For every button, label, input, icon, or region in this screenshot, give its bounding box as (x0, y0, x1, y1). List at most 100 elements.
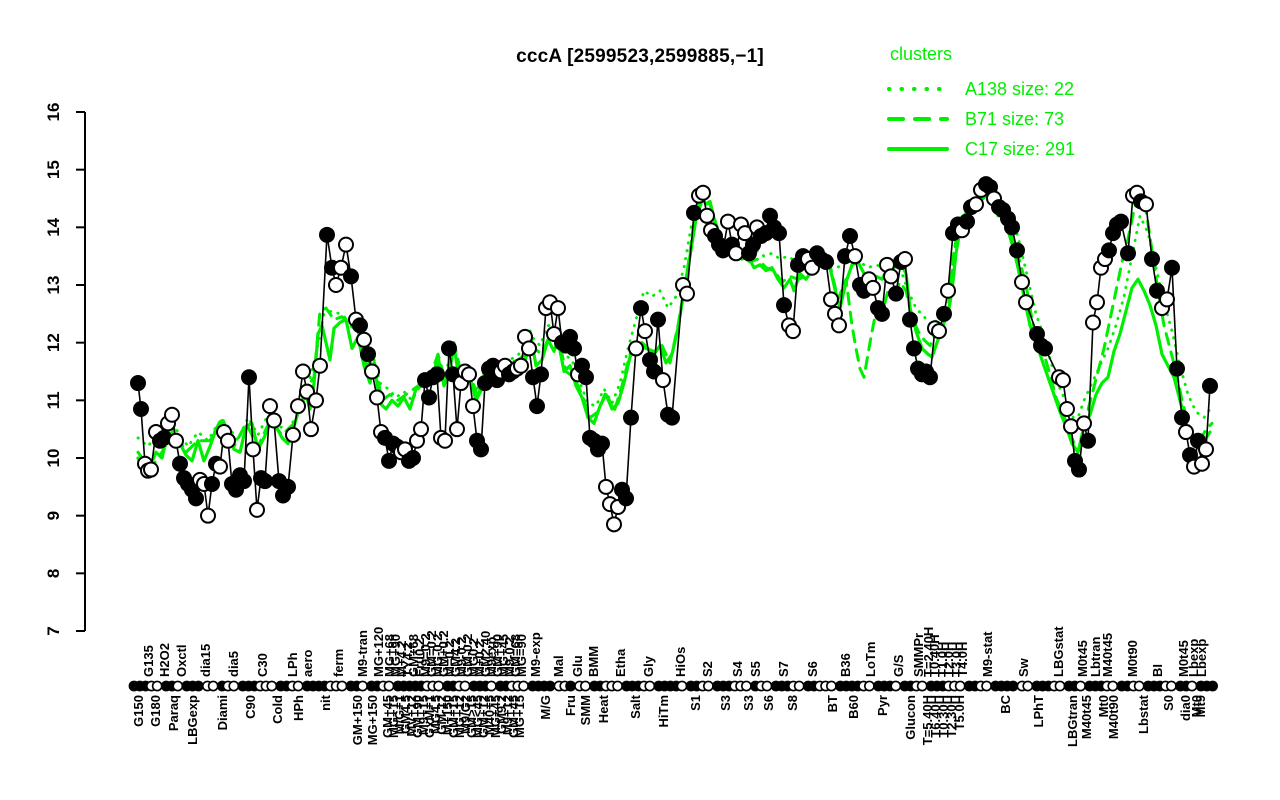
svg-text:Pyr: Pyr (875, 695, 890, 716)
svg-text:M9/G2: M9/G2 (458, 695, 473, 734)
svg-text:M40t45: M40t45 (1079, 695, 1094, 739)
svg-text:Lbexp: Lbexp (1194, 639, 1209, 677)
svg-text:M40t45: M40t45 (1100, 633, 1115, 677)
svg-text:SMM: SMM (578, 695, 593, 725)
svg-text:G150: G150 (131, 695, 146, 727)
svg-text:MG<45: MG<45 (470, 695, 485, 738)
svg-text:M/G: M/G (538, 695, 553, 720)
svg-text:G/S: G/S (891, 654, 906, 677)
svg-text:T3.0H: T3.0H (949, 642, 964, 677)
svg-text:GM+68: GM+68 (406, 634, 421, 677)
svg-text:TY4.2: TY4.2 (400, 642, 415, 677)
legend-item-label: C17 size: 291 (965, 138, 1076, 159)
svg-text:LoTm: LoTm (863, 642, 878, 677)
legend-item-label: B71 size: 73 (965, 108, 1065, 129)
svg-text:BI: BI (1150, 664, 1165, 677)
svg-text:MG+90: MG+90 (388, 634, 403, 677)
svg-text:C30: C30 (255, 653, 270, 677)
svg-text:MG+15: MG+15 (386, 695, 401, 738)
svg-text:GM4.5: GM4.5 (398, 695, 413, 734)
dashed-line-sample-icon (887, 117, 949, 121)
svg-text:Fru: Fru (563, 695, 578, 716)
svg-text:T=2.40H: T=2.40H (921, 627, 936, 677)
svg-text:GM9.2: GM9.2 (494, 695, 509, 734)
svg-text:Glucon: Glucon (903, 695, 918, 740)
y-axis: 7 8 9 10 11 12 13 14 15 16 (44, 103, 86, 636)
svg-text:S6: S6 (805, 661, 820, 677)
svg-text:SMMPr: SMMPr (911, 633, 926, 677)
svg-text:BC: BC (998, 694, 1013, 713)
svg-text:M0t45: M0t45 (1176, 640, 1191, 677)
svg-text:12: 12 (44, 333, 63, 352)
svg-text:Glu: Glu (570, 655, 585, 677)
svg-text:GM+12: GM+12 (476, 695, 491, 738)
svg-text:B36: B36 (838, 653, 853, 677)
svg-text:M+4.2: M+4.2 (394, 641, 409, 678)
svg-text:Lbstat: Lbstat (1136, 694, 1151, 734)
svg-text:GM-12: GM-12 (434, 695, 449, 735)
svg-text:14: 14 (44, 217, 63, 236)
svg-text:dia5: dia5 (226, 651, 241, 677)
svg-text:7: 7 (44, 626, 63, 635)
cluster-series-dashed (136, 191, 1214, 472)
svg-text:MV+12: MV+12 (404, 695, 419, 737)
svg-text:GM4.2: GM4.2 (448, 638, 463, 677)
svg-text:H2O2: H2O2 (157, 643, 172, 677)
svg-text:M9-0.2: M9-0.2 (502, 637, 517, 677)
svg-text:nit: nit (318, 694, 333, 711)
svg-text:Cold: Cold (270, 695, 285, 724)
svg-text:Gly: Gly (641, 655, 656, 677)
svg-text:GM=0.2: GM=0.2 (424, 630, 439, 677)
svg-text:GM+150: GM+150 (350, 695, 365, 745)
svg-text:MG=90: MG=90 (514, 634, 529, 677)
svg-text:GM2.40: GM2.40 (478, 631, 493, 677)
svg-text:C90: C90 (243, 695, 258, 719)
svg-text:M=0.2: M=0.2 (442, 641, 457, 678)
svg-text:M9=0.2: M9=0.2 (418, 633, 433, 677)
cluster-series-dotted (136, 191, 1214, 448)
svg-text:HPh: HPh (291, 695, 306, 721)
svg-text:M40+5: M40+5 (482, 695, 497, 735)
svg-text:GM+45: GM+45 (506, 695, 521, 738)
svg-text:11: 11 (44, 391, 63, 409)
svg-text:16: 16 (44, 103, 63, 122)
svg-text:S3: S3 (718, 695, 733, 711)
svg-text:M0t45: M0t45 (1075, 640, 1090, 677)
svg-text:T5.0H: T5.0H (952, 695, 967, 730)
svg-text:MG+150: MG+150 (365, 695, 380, 745)
svg-text:Mt0: Mt0 (1189, 695, 1204, 717)
legend-item-a138: A138 size: 22 (886, 74, 1075, 104)
svg-text:S7: S7 (776, 661, 791, 677)
svg-text:Fru0.2: Fru0.2 (412, 638, 427, 677)
svg-text:GM-0.2: GM-0.2 (460, 634, 475, 677)
svg-text:S8: S8 (785, 695, 800, 711)
svg-text:aero: aero (300, 649, 315, 677)
svg-text:T1.0H: T1.0H (935, 642, 950, 677)
svg-text:MG-0.2: MG-0.2 (430, 634, 445, 677)
svg-text:M9+15: M9+15 (416, 695, 431, 735)
svg-text:MG+15: MG+15 (512, 695, 527, 738)
legend-item-label: A138 size: 22 (965, 78, 1075, 99)
svg-text:B60: B60 (846, 695, 861, 719)
svg-text:M9-tran: M9-tran (355, 630, 370, 677)
svg-text:M9+12: M9+12 (500, 695, 515, 735)
svg-text:Oxctl: Oxctl (174, 644, 189, 677)
svg-text:Mt9: Mt9 (1193, 695, 1208, 717)
svg-text:MG+45: MG+45 (488, 695, 503, 738)
svg-text:Diami: Diami (215, 695, 230, 730)
svg-text:M/G+1: M/G+1 (392, 695, 407, 734)
svg-text:GM+90: GM+90 (410, 695, 425, 738)
svg-text:BT: BT (825, 695, 840, 712)
svg-text:M9-exp: M9-exp (528, 632, 543, 677)
svg-text:T4.0H: T4.0H (955, 642, 970, 677)
svg-text:S4: S4 (730, 660, 745, 677)
chart-title: cccA [2599523,2599885,−1] (516, 46, 764, 67)
svg-text:ferm: ferm (331, 649, 346, 677)
svg-text:dia15: dia15 (198, 644, 213, 677)
legend-item-c17: C17 size: 291 (886, 134, 1075, 164)
svg-text:8: 8 (44, 569, 63, 578)
svg-text:GM+15: GM+15 (446, 695, 461, 738)
svg-text:MG4.5: MG4.5 (428, 695, 443, 734)
svg-text:M0t90: M0t90 (1125, 640, 1140, 677)
solid-line-sample-icon (887, 147, 949, 151)
